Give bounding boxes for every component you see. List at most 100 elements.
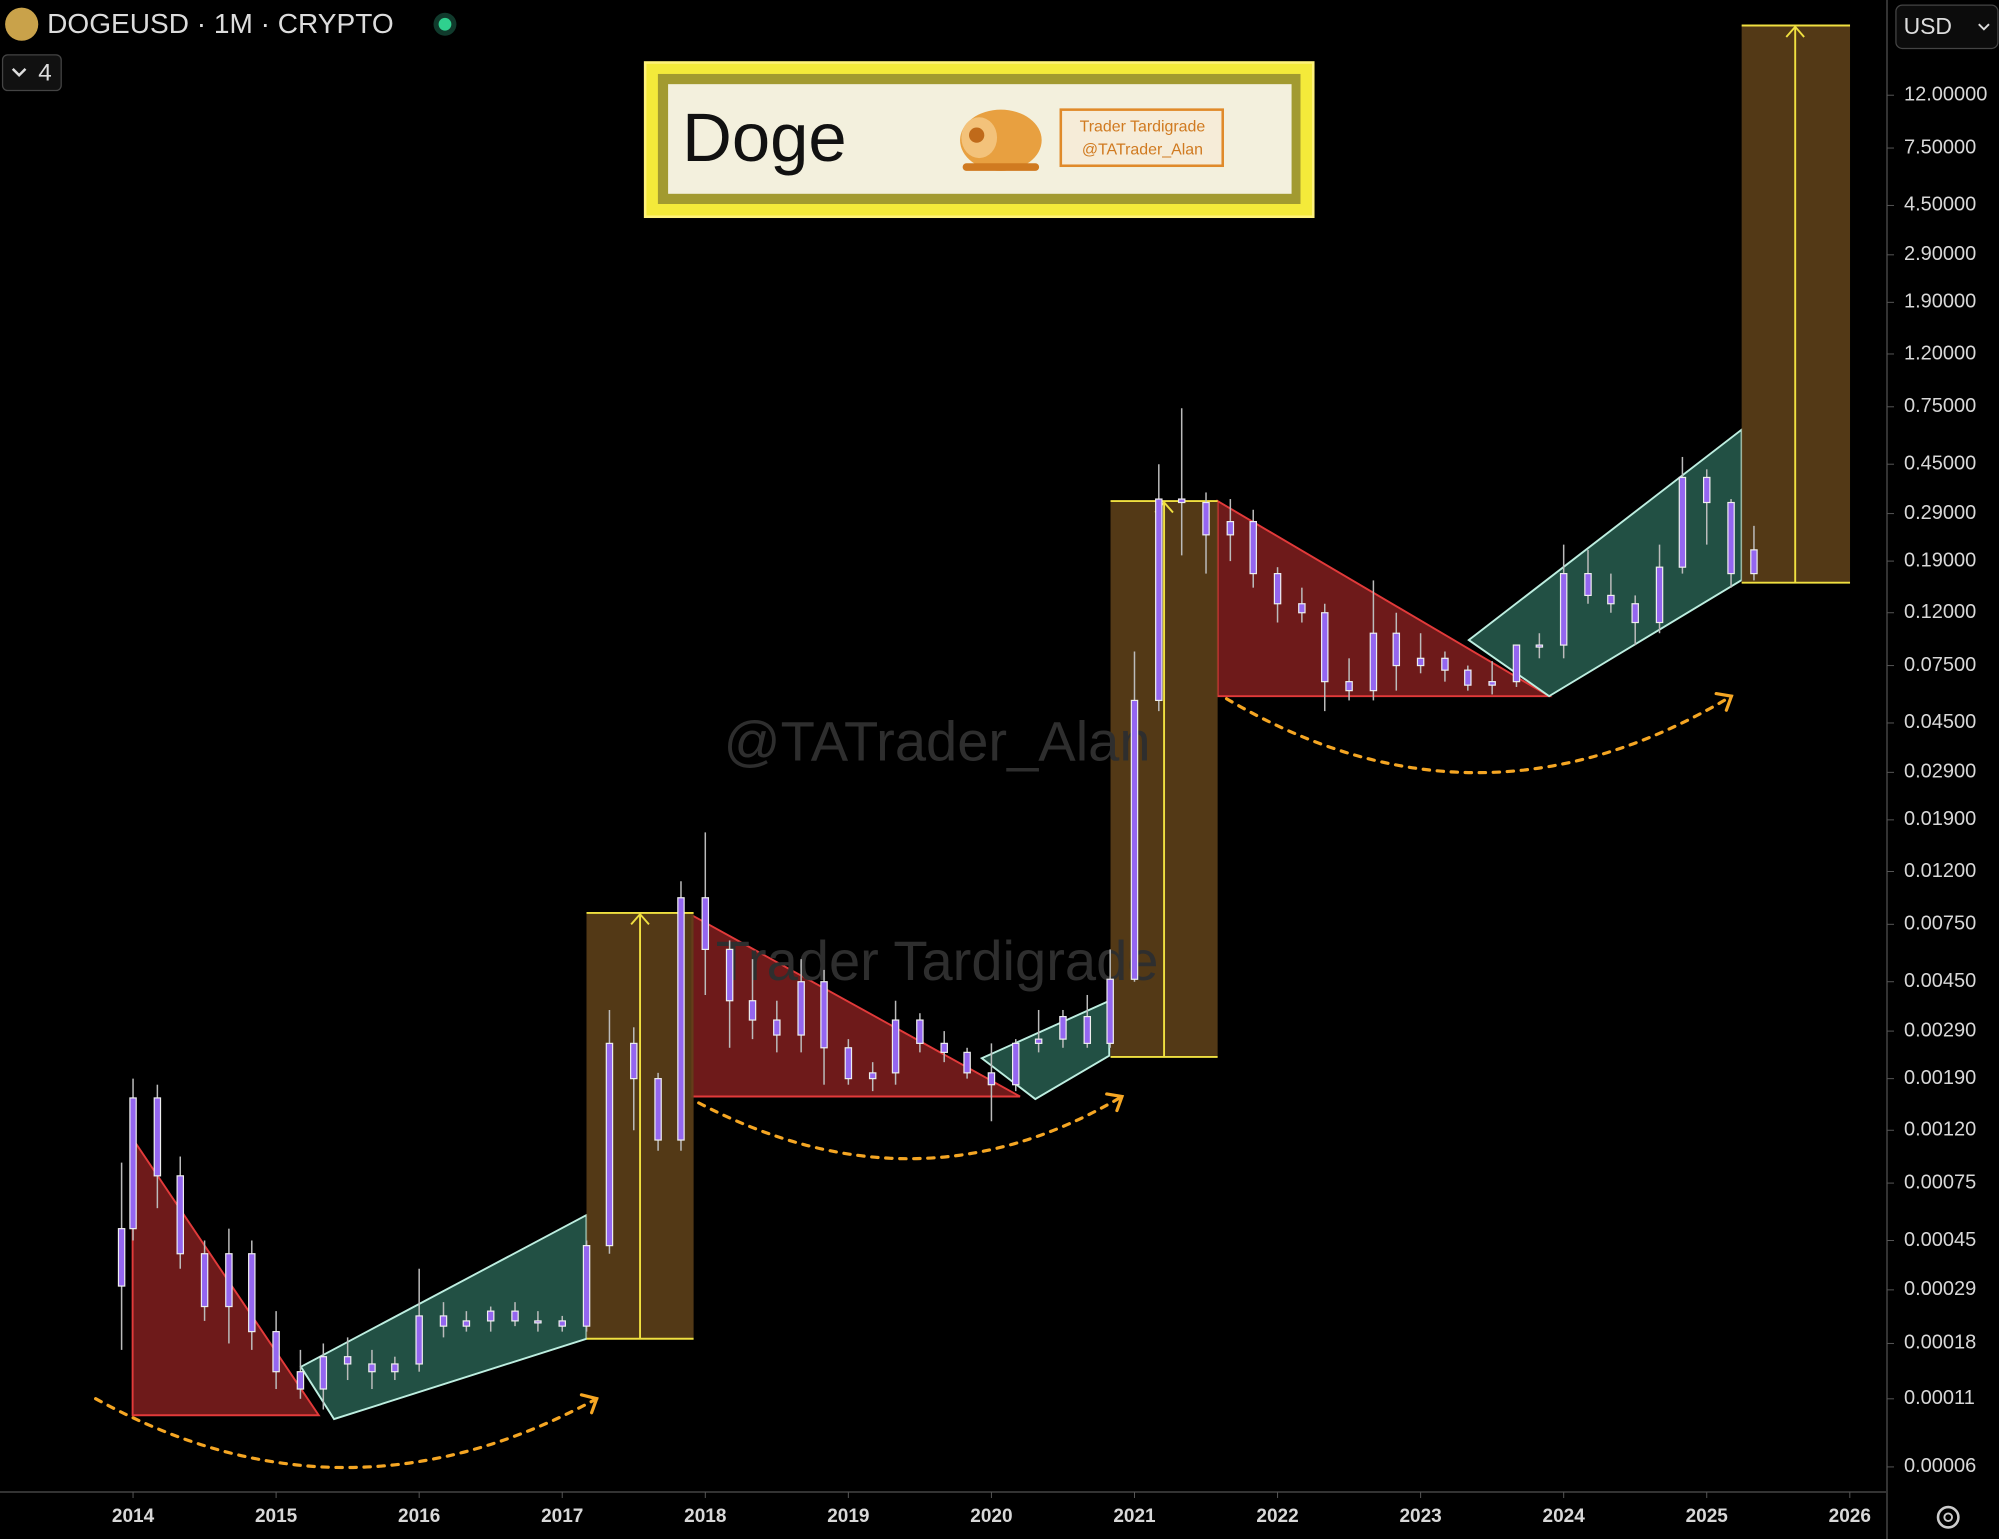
x-tick-label: 2021	[1113, 1506, 1156, 1527]
candle-body	[1298, 603, 1306, 614]
candle-body	[176, 1175, 185, 1255]
candle-body	[1177, 498, 1186, 504]
candle-body	[1512, 644, 1521, 683]
candle-body	[1416, 657, 1425, 667]
y-tick-label: 0.00750	[1904, 913, 1976, 935]
header: DOGEUSD · 1M · CRYPTO 4 USD	[1, 4, 1999, 1529]
logo-text: @TATrader_Alan	[1082, 142, 1203, 159]
logo-box	[1059, 108, 1224, 168]
candle-body	[797, 981, 805, 1036]
candle-body	[654, 1078, 662, 1141]
title: Doge	[682, 99, 847, 176]
y-tick-label: 0.02900	[1904, 761, 1976, 783]
candle-body	[630, 1042, 638, 1080]
candle-body	[605, 1042, 614, 1247]
currency-button[interactable]	[1895, 4, 1999, 50]
y-tick-label: 0.00075	[1904, 1171, 1976, 1193]
candle-body	[1202, 501, 1210, 536]
logo-icon	[960, 109, 1042, 171]
candle-body	[129, 1097, 137, 1230]
candle-body	[1345, 681, 1353, 692]
candle-body	[891, 1019, 900, 1074]
candle-body	[1059, 1015, 1067, 1040]
candle-body	[1369, 632, 1378, 692]
y-tick-label: 2.90000	[1904, 243, 1976, 265]
y-tick-label: 0.00011	[1904, 1387, 1975, 1409]
candle-body	[677, 897, 685, 1141]
x-tick-label: 2025	[1686, 1506, 1729, 1527]
y-tick-label: 0.00120	[1904, 1119, 1976, 1141]
settings-icon[interactable]	[1936, 1505, 1960, 1529]
y-tick-label: 0.19000	[1904, 549, 1976, 571]
x-tick-label: 2026	[1829, 1506, 1871, 1527]
candle-body	[1678, 476, 1687, 568]
y-tick-label: 0.01200	[1904, 860, 1976, 882]
indicator-badge[interactable]	[1, 54, 62, 92]
y-tick-label: 0.00018	[1904, 1332, 1976, 1354]
candle-body	[1130, 699, 1139, 980]
candle-body	[1155, 498, 1163, 702]
axes: 12.00000 7.50000 4.50000 2.90000 1.90000 1.20…	[112, 83, 1988, 1527]
candle-body	[1034, 1038, 1043, 1044]
x-tick-label: 2020	[970, 1506, 1012, 1527]
y-tick-label: 0.00006	[1904, 1455, 1976, 1477]
x-tick-label: 2017	[541, 1506, 583, 1527]
watermark: Trader Tardigrade	[716, 929, 1159, 992]
cycle-arc	[94, 1397, 599, 1470]
candle-body	[725, 948, 734, 1002]
y-tick-label: 12.00000	[1904, 83, 1987, 105]
candle-body	[1655, 566, 1664, 624]
chevron	[11, 67, 27, 78]
cycle-arc	[697, 1094, 1124, 1161]
candle-body	[343, 1356, 352, 1365]
candle-body	[1702, 476, 1711, 504]
candles	[117, 408, 1758, 1410]
candle-body	[1727, 501, 1735, 575]
x-tick-label: 2014	[112, 1506, 155, 1527]
candle-body	[511, 1310, 519, 1322]
status-dot	[438, 17, 452, 31]
candle-body	[1011, 1042, 1020, 1086]
candle-body	[916, 1019, 924, 1044]
candle-body	[1464, 669, 1472, 686]
candle-body	[117, 1228, 126, 1287]
candle-body	[248, 1253, 256, 1333]
candle-body	[1488, 681, 1496, 686]
x-tick-label: 2015	[255, 1506, 298, 1527]
candle-body	[844, 1047, 853, 1080]
candle-body	[1083, 1015, 1092, 1044]
candle-body	[153, 1097, 162, 1177]
candle-body	[868, 1072, 877, 1080]
y-tick-label: 0.00450	[1904, 970, 1976, 992]
arc-arrow-head	[579, 1393, 599, 1415]
candle-body	[1321, 612, 1329, 683]
candle-body	[1750, 549, 1758, 575]
x-tick-label: 2022	[1256, 1506, 1298, 1527]
candle-body	[415, 1315, 423, 1365]
candle-body	[462, 1320, 471, 1327]
badge-count: 4	[38, 59, 51, 86]
symbol: DOGEUSD · 1M · CRYPTO	[47, 8, 393, 39]
cycle-arc	[1224, 694, 1734, 775]
settings-icon-core	[1943, 1512, 1953, 1523]
y-tick-label: 0.00029	[1904, 1278, 1976, 1300]
candle-body	[987, 1072, 996, 1086]
y-tick-label: 1.20000	[1904, 342, 1976, 364]
arrow-head	[630, 912, 650, 926]
y-tick-label: 0.00045	[1904, 1229, 1976, 1251]
chevron	[1978, 23, 1990, 31]
candle-body	[748, 1000, 757, 1021]
currency: USD	[1904, 13, 1952, 39]
arrow-head	[1785, 25, 1805, 38]
y-tick-label: 0.29000	[1904, 502, 1976, 524]
candle-body	[272, 1331, 280, 1373]
y-tick-label: 0.07500	[1904, 654, 1976, 676]
candle-body	[1226, 521, 1235, 536]
candle-body	[486, 1310, 495, 1322]
x-tick-label: 2016	[398, 1506, 440, 1527]
candle-body	[1607, 594, 1615, 605]
candle-body	[225, 1253, 233, 1308]
y-tick-label: 0.12000	[1904, 601, 1976, 623]
